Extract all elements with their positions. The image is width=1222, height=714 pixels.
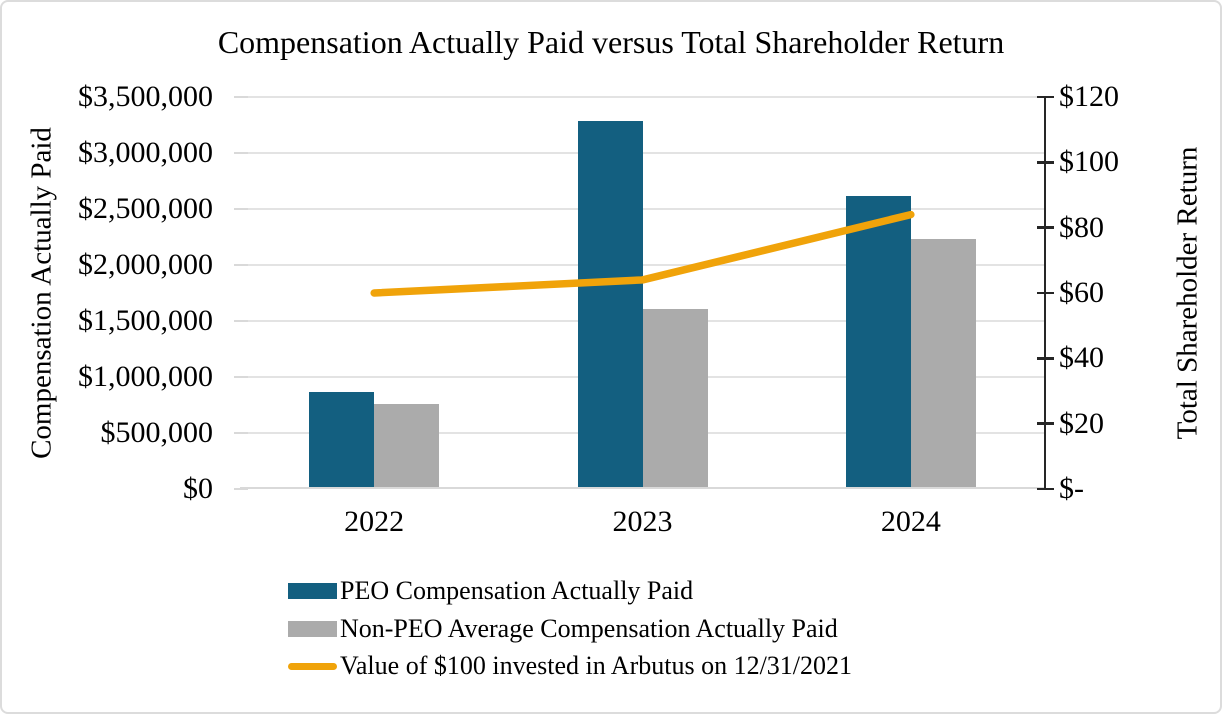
gridline [240,96,1045,98]
legend-item: Value of $100 invested in Arbutus on 12/… [288,651,852,681]
left-axis-tick [234,152,248,154]
left-axis-tick [234,488,248,490]
peo-cap-bar-2023 [577,120,643,487]
chart-title: Compensation Actually Paid versus Total … [217,24,1005,60]
right-axis-tick-label: $120 [1059,80,1119,113]
x-axis-label: 2023 [612,505,673,538]
plot-area [234,95,1054,491]
tsr-line [370,210,915,297]
right-axis-tick [1037,226,1054,229]
gridline [240,264,1045,266]
left-axis-tick-label: $500,000 [100,416,214,449]
gridline [240,152,1045,154]
left-axis-tick-label: $3,000,000 [78,136,213,169]
line-series [370,210,915,297]
right-axis-tick-label: $- [1059,472,1084,505]
right-axis-tick [1037,357,1054,360]
right-axis-tick-label: $60 [1059,276,1104,309]
right-axis-tick-label: $100 [1059,145,1119,179]
left-axis-tick-label: $1,500,000 [78,304,213,337]
left-axis-title: Compensation Actually Paid [25,127,58,459]
non-peo-cap-bar-2022 [374,403,440,487]
left-axis-tick [234,96,248,98]
legend-swatch-line-icon [288,662,337,670]
legend-swatch-bar-icon [288,620,337,637]
left-axis-tick [234,208,248,210]
left-axis-tick-label: $2,500,000 [78,192,213,225]
legend-item: Non-PEO Average Compensation Actually Pa… [288,614,838,644]
right-axis-tick [1037,95,1054,99]
left-axis-tick [234,264,248,266]
left-axis-tick [234,432,248,434]
right-axis-title: Total Shareholder Return [1171,146,1204,440]
non-peo-cap-bar-2023 [642,308,708,487]
right-axis-tick-label: $80 [1059,210,1104,244]
peo-cap-bar-2022 [309,391,375,487]
left-axis-tick [234,320,248,322]
left-axis-tick [234,376,248,378]
left-axis-tick-label: $1,000,000 [78,360,213,393]
legend-label: Value of $100 invested in Arbutus on 12/… [340,651,853,680]
legend-item: PEO Compensation Actually Paid [288,576,693,606]
gridline [240,208,1045,210]
left-axis-tick-label: $2,000,000 [78,248,213,281]
legend-swatch-bar-icon [288,583,337,599]
legend-label: Non-PEO Average Compensation Actually Pa… [340,613,838,643]
right-axis-tick [1037,291,1054,295]
x-axis-label: 2022 [344,505,405,538]
right-axis-tick [1037,487,1054,491]
right-axis-tick [1037,161,1054,164]
x-axis-label: 2024 [880,505,941,538]
left-axis-tick-label: $3,500,000 [78,80,213,113]
legend-label: PEO Compensation Actually Paid [340,576,694,605]
left-axis-tick-label: $0 [183,472,213,505]
peo-cap-bar-2024 [845,195,911,487]
right-axis-tick-label: $40 [1059,341,1104,375]
non-peo-cap-bar-2024 [910,239,976,487]
right-axis-tick [1037,422,1054,425]
right-axis-tick-label: $20 [1059,406,1104,440]
